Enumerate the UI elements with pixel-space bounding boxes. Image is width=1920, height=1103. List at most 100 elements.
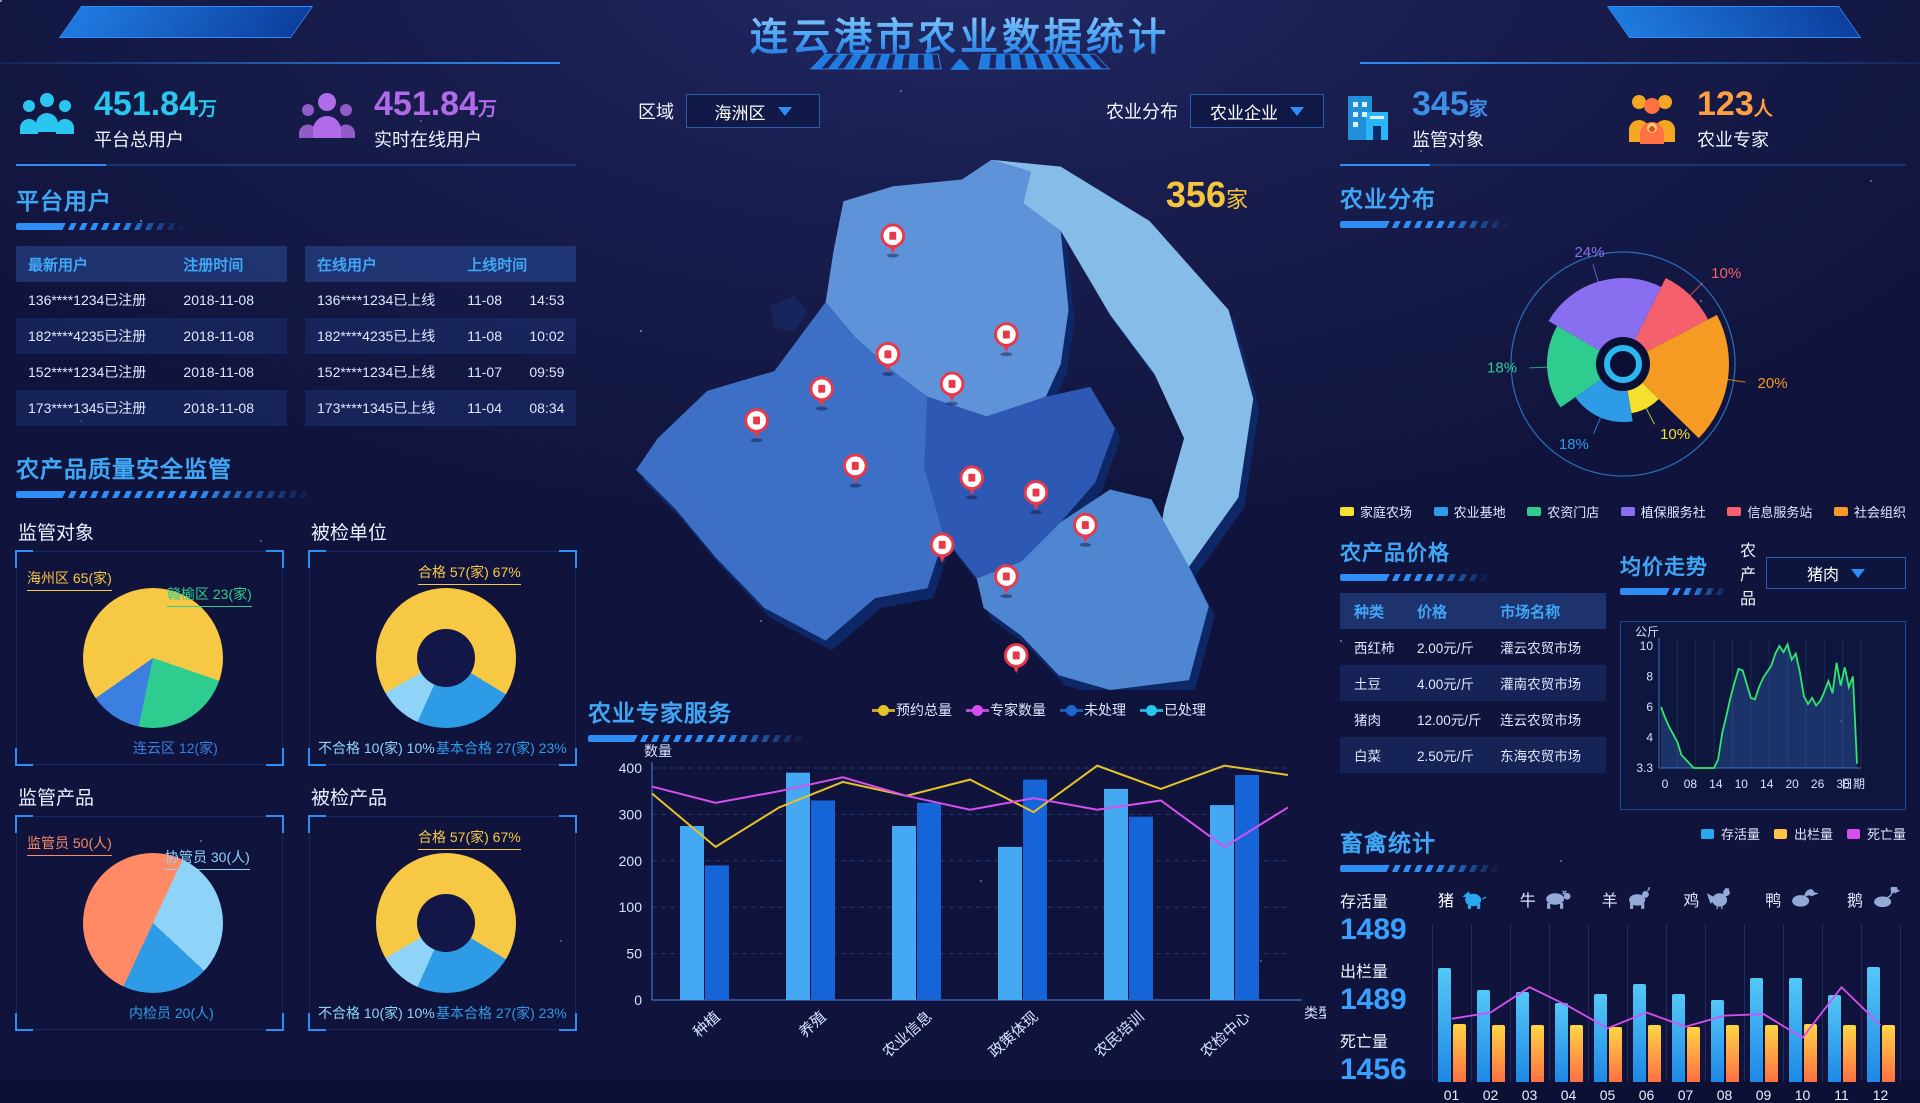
bar-sale[interactable] [1686,1026,1700,1082]
legend-item[interactable]: 信息服务站 [1727,502,1812,521]
bar-survival[interactable] [1554,1003,1568,1082]
animal-tab-鸭[interactable]: 鸭 [1765,887,1819,911]
bar-survival[interactable] [1632,984,1646,1082]
bar-processed[interactable] [786,772,810,1000]
table-cell: 灌云农贸市场 [1500,641,1582,656]
bar-sale[interactable] [1647,1025,1661,1082]
bar-survival[interactable] [1515,991,1529,1082]
region-select[interactable]: 区域 海洲区 [638,94,820,128]
legend-item[interactable]: 存活量 [1700,824,1760,843]
slice-label: 基本合格 27(家) 23% [436,740,567,756]
product-dropdown[interactable]: 猪肉 [1766,557,1906,589]
legend-item[interactable]: 预约总量 [872,700,952,720]
pie-chart[interactable] [83,588,223,728]
legend-label: 信息服务站 [1747,505,1813,520]
map-pin[interactable] [1003,643,1029,678]
legend-item[interactable]: 社会组织 [1833,502,1906,521]
bar-processed[interactable] [892,826,916,1000]
legend-item[interactable]: 专家数量 [966,700,1046,720]
bar-survival[interactable] [1593,993,1607,1082]
bar-unprocessed[interactable] [1235,774,1259,1000]
chart-supervise-target: 监管对象 海州区 65(家) 赣榆区 23(家) 连云区 12(家) [15,510,284,766]
map-region-center[interactable] [924,386,1115,579]
map-region-south[interactable] [976,489,1209,690]
bar-survival[interactable] [1476,990,1490,1082]
map-pin[interactable] [1023,480,1049,515]
bar-sale[interactable] [1569,1025,1583,1082]
legend-item[interactable]: 出栏量 [1773,824,1833,843]
svg-text:农检中心: 农检中心 [1198,1008,1254,1061]
map-pin[interactable] [880,223,906,258]
livestock-section: 畜禽统计 存活量 出栏量 死亡量 存活量 1489 出栏量 1489 死亡量 1456 猪 牛 羊… [1340,824,1906,1103]
region-dropdown[interactable]: 海洲区 [686,94,820,128]
legend-item[interactable]: 死亡量 [1846,824,1906,843]
bar-sale[interactable] [1725,1025,1739,1082]
animal-tab-鸡[interactable]: 鸡 [1683,887,1736,911]
bar-sale[interactable] [1452,1023,1466,1082]
bar-processed[interactable] [1210,805,1234,1000]
bar-survival[interactable] [1788,977,1802,1082]
legend-item[interactable]: 植保服务社 [1620,502,1706,521]
bar-unprocessed[interactable] [705,865,729,1000]
bar-survival[interactable] [1827,995,1841,1082]
bar-sale[interactable] [1491,1025,1505,1082]
map-pin[interactable] [994,564,1019,599]
bar-processed[interactable] [680,826,704,1000]
bar-unprocessed[interactable] [811,800,835,1000]
map-pin[interactable] [875,341,901,377]
bar-sale[interactable] [1881,1025,1895,1082]
donut-chart[interactable] [376,853,516,993]
distribution-dropdown[interactable]: 农业企业 [1190,94,1324,128]
bar-sale[interactable] [1842,1025,1856,1082]
map-pin[interactable] [1073,512,1098,547]
animal-tab-猪[interactable]: 猪 [1438,887,1491,911]
slice-label: 内检员 20(人) [129,1005,214,1021]
bar-processed[interactable] [1104,788,1128,1000]
agri-distribution-legend: 家庭农场 农业基地 农资门店 植保服务社 信息服务站 社会组织 [1340,502,1906,521]
map-pin[interactable] [994,322,1019,357]
bar-unprocessed[interactable] [1023,779,1047,1000]
column-header: 在线用户 [317,256,378,274]
legend-item[interactable]: 家庭农场 [1340,502,1412,521]
map-pin[interactable] [959,465,985,500]
legend-item[interactable]: 已处理 [1140,700,1206,720]
bar-processed[interactable] [998,846,1022,1000]
map-pin[interactable] [842,453,868,488]
map-pin[interactable] [809,376,835,411]
distribution-select[interactable]: 农业分布 农业企业 [1106,94,1324,128]
table-cell: 136****1234已上线 [317,292,436,308]
svg-text:农民培训: 农民培训 [1092,1008,1148,1061]
bar-sale[interactable] [1764,1025,1778,1082]
bar-sale[interactable] [1530,1025,1544,1082]
rose-sector[interactable] [1623,314,1729,439]
bar-survival[interactable] [1710,999,1724,1082]
bar-survival[interactable] [1437,968,1451,1082]
map-pin[interactable] [939,371,965,406]
legend-swatch [1773,828,1787,839]
legend-item[interactable]: 未处理 [1060,700,1126,720]
animal-tab-鹅[interactable]: 鹅 [1847,887,1900,911]
map-region-coast[interactable] [991,159,1254,567]
bar-survival[interactable] [1749,977,1763,1082]
map-region-west[interactable] [636,301,945,641]
animal-tab-羊[interactable]: 羊 [1602,887,1655,911]
map-pin[interactable] [744,408,769,443]
bar-unprocessed[interactable] [917,802,941,1000]
series-line [651,764,1289,849]
stat-experts: 123人 农业专家 [1623,85,1906,152]
month-label: 11 [1834,1087,1849,1103]
legend-item[interactable]: 农资门店 [1527,502,1599,521]
bar-sale[interactable] [1803,1023,1817,1082]
bar-unprocessed[interactable] [1129,816,1153,1000]
bar-survival[interactable] [1671,993,1685,1082]
animal-tab-牛[interactable]: 牛 [1520,887,1573,911]
bar-survival[interactable] [1866,966,1880,1082]
donut-chart[interactable] [376,588,516,728]
section-title-decoration [1340,574,1490,581]
pie-chart[interactable] [83,853,223,993]
bar-sale[interactable] [1608,1026,1622,1082]
legend-item[interactable]: 农业基地 [1433,502,1506,521]
map-pin[interactable] [929,532,955,567]
rose-sector[interactable] [1547,326,1623,408]
stat-value: 451.84 [94,84,198,123]
